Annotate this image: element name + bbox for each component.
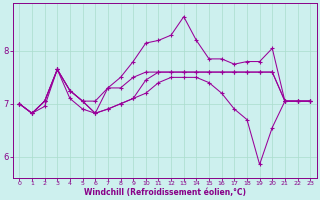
X-axis label: Windchill (Refroidissement éolien,°C): Windchill (Refroidissement éolien,°C) <box>84 188 246 197</box>
